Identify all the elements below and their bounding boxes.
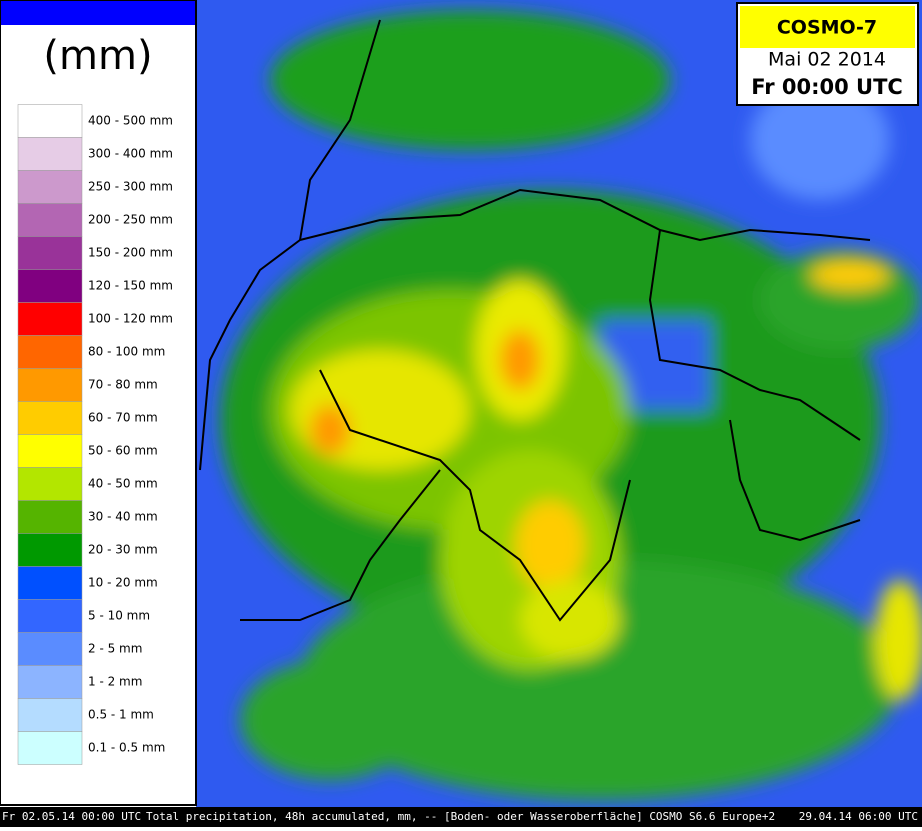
forecast-date: Mai 02 2014 bbox=[768, 49, 886, 71]
legend-label: 400 - 500 mm bbox=[88, 114, 173, 128]
legend-swatch bbox=[17, 203, 83, 237]
legend-label: 2 - 5 mm bbox=[88, 642, 142, 656]
title-highlight bbox=[740, 6, 915, 48]
legend-label: 60 - 70 mm bbox=[88, 411, 158, 425]
legend-swatch bbox=[17, 731, 83, 765]
legend-header-bar bbox=[1, 1, 195, 25]
legend-swatch bbox=[17, 665, 83, 699]
footer-bar bbox=[0, 807, 922, 827]
legend-label: 10 - 20 mm bbox=[88, 576, 158, 590]
legend: 400 - 500 mm 300 - 400 mm 250 - 300 mm 200 … bbox=[17, 104, 173, 765]
legend-swatch bbox=[17, 302, 83, 336]
legend-label: 0.5 - 1 mm bbox=[88, 708, 154, 722]
footer-valid: Fr 02.05.14 00:00 UTC bbox=[2, 810, 141, 823]
legend-label: 150 - 200 mm bbox=[88, 246, 173, 260]
legend-label: 70 - 80 mm bbox=[88, 378, 158, 392]
borders bbox=[199, 19, 871, 622]
footer-description: Total precipitation, 48h accumulated, mm… bbox=[146, 810, 775, 823]
legend-swatch bbox=[17, 269, 83, 303]
legend-swatch bbox=[17, 599, 83, 633]
precip-field bbox=[196, 0, 922, 807]
legend-swatch bbox=[17, 104, 83, 138]
legend-label: 20 - 30 mm bbox=[88, 543, 158, 557]
footer-run: 29.04.14 06:00 UTC bbox=[799, 810, 918, 823]
legend-label: 300 - 400 mm bbox=[88, 147, 173, 161]
model-name: COSMO-7 bbox=[777, 17, 877, 39]
legend-swatch bbox=[17, 170, 83, 204]
legend-label: 40 - 50 mm bbox=[88, 477, 158, 491]
legend-swatch bbox=[17, 467, 83, 501]
legend-swatch bbox=[17, 401, 83, 435]
legend-label: 80 - 100 mm bbox=[88, 345, 165, 359]
legend-unit: (mm) bbox=[43, 33, 152, 79]
legend-label: 50 - 60 mm bbox=[88, 444, 158, 458]
legend-label: 30 - 40 mm bbox=[88, 510, 158, 524]
legend-swatch bbox=[17, 368, 83, 402]
legend-label: 250 - 300 mm bbox=[88, 180, 173, 194]
legend-label: 120 - 150 mm bbox=[88, 279, 173, 293]
legend-label: 1 - 2 mm bbox=[88, 675, 142, 689]
legend-swatch bbox=[17, 632, 83, 666]
legend-label: 0.1 - 0.5 mm bbox=[88, 741, 165, 755]
legend-swatch bbox=[17, 335, 83, 369]
legend-swatch bbox=[17, 566, 83, 600]
legend-label: 5 - 10 mm bbox=[88, 609, 150, 623]
legend-swatch bbox=[17, 137, 83, 171]
legend-swatch bbox=[17, 698, 83, 732]
legend-swatch bbox=[17, 500, 83, 534]
legend-swatch bbox=[17, 434, 83, 468]
legend-swatch bbox=[17, 533, 83, 567]
legend-swatch bbox=[17, 236, 83, 270]
legend-label: 200 - 250 mm bbox=[88, 213, 173, 227]
forecast-time: Fr 00:00 UTC bbox=[751, 75, 903, 99]
legend-label: 100 - 120 mm bbox=[88, 312, 173, 326]
